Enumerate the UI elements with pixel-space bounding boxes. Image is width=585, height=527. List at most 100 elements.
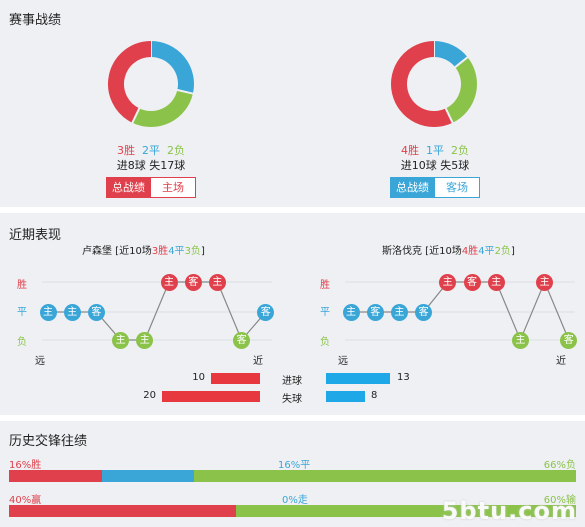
right-match-marker[interactable]: 主	[390, 303, 408, 321]
left-recent-header: 卢森堡 [近10场3胜4平3负]	[82, 242, 205, 257]
left-axis-draw: 平	[17, 307, 27, 318]
right-match-marker[interactable]: 客	[463, 273, 481, 291]
watermark-logo: 5btu.com	[441, 497, 577, 525]
left-match-marker[interactable]: 客	[184, 273, 202, 291]
right-goals-against-value: 8	[371, 390, 378, 401]
goals-for-label: 进球	[282, 376, 302, 387]
left-donut-separator	[176, 88, 195, 95]
left-record-donut	[108, 40, 195, 127]
right-axis-draw: 平	[320, 307, 330, 318]
left-goals: 进8球 失17球	[116, 159, 186, 172]
right-match-marker[interactable]: 主	[439, 273, 457, 291]
left-axis-loss: 负	[17, 337, 27, 348]
right-goals: 进10球 失5球	[400, 159, 470, 172]
right-losses: 2负	[451, 144, 469, 157]
recent-section: 近期表现 卢森堡 [近10场3胜4平3负] 斯洛伐克 [近10场4胜4平2负] …	[0, 213, 585, 415]
right-match-marker[interactable]: 客	[366, 303, 384, 321]
right-total-record-button[interactable]: 总战绩	[390, 177, 435, 198]
right-match-marker[interactable]: 主	[536, 273, 554, 291]
right-axis-win: 胜	[320, 280, 330, 291]
left-match-marker[interactable]: 主	[112, 331, 130, 349]
right-draws: 1平	[426, 144, 444, 157]
left-goals-for-bar	[211, 373, 260, 384]
history-row2-right: 60%输	[543, 495, 576, 506]
right-match-marker[interactable]: 主	[511, 331, 529, 349]
right-form-line	[351, 280, 570, 342]
history-row1-mid: 16%平	[278, 460, 311, 471]
right-axis-far: 远	[338, 356, 348, 367]
history-row1-win-bar	[9, 470, 102, 482]
right-match-marker[interactable]: 主	[487, 273, 505, 291]
right-match-marker[interactable]: 主	[342, 303, 360, 321]
right-axis-loss: 负	[320, 337, 330, 348]
record-section: 赛事战绩 3胜 2平 2负 进8球 失17球 总战绩 主场 4胜 1平 2负 进…	[0, 0, 585, 207]
right-recent-suffix: ]	[510, 246, 515, 257]
record-title: 赛事战绩	[9, 13, 62, 28]
left-donut-wins-slice	[108, 41, 152, 123]
right-team-name: 斯洛伐克	[382, 246, 422, 257]
right-recent-wins: 4胜	[461, 246, 479, 257]
right-donut-losses-slice	[445, 57, 477, 123]
left-recent-draws: 4平	[168, 246, 185, 257]
left-match-marker[interactable]: 客	[87, 303, 105, 321]
left-donut-separator	[131, 106, 141, 125]
right-recent-prefix: [近10场	[422, 246, 462, 257]
right-match-marker[interactable]: 客	[415, 303, 433, 321]
history-row2-win-bar	[9, 505, 236, 517]
right-recent-losses: 2负	[494, 246, 511, 257]
left-donut-losses-slice	[132, 89, 193, 127]
history-row2-mid: 0%走	[282, 495, 308, 506]
right-goals-for-bar	[326, 373, 390, 384]
right-goals-for-value: 13	[397, 372, 410, 383]
right-donut-separator	[444, 106, 454, 125]
right-axis-near: 近	[556, 356, 566, 367]
history-row2-left: 40%赢	[9, 495, 42, 506]
left-losses: 2负	[167, 144, 185, 157]
left-match-marker[interactable]: 客	[233, 331, 251, 349]
left-goals-for-value: 10	[192, 372, 205, 383]
left-axis-near: 近	[253, 356, 263, 367]
left-goals-against-bar	[162, 391, 260, 402]
history-row1-loss-bar	[194, 470, 576, 482]
left-recent-losses: 3负	[184, 246, 201, 257]
left-donut-draws-slice	[150, 41, 194, 94]
right-wins: 4胜	[401, 144, 419, 157]
left-recent-prefix: [近10场	[112, 246, 152, 257]
left-recent-suffix: ]	[200, 246, 205, 257]
goals-against-label: 失球	[282, 394, 302, 405]
right-away-button[interactable]: 客场	[434, 177, 480, 198]
right-donut-wins-slice	[391, 41, 453, 127]
right-match-marker[interactable]: 客	[560, 331, 578, 349]
left-match-marker[interactable]: 主	[208, 273, 226, 291]
left-total-record-button[interactable]: 总战绩	[106, 177, 151, 198]
left-recent-wins: 3胜	[151, 246, 169, 257]
history-row1-left: 16%胜	[9, 460, 42, 471]
left-match-marker[interactable]: 主	[39, 303, 57, 321]
history-row1-draw-bar	[101, 470, 195, 482]
left-record-summary: 3胜 2平 2负	[90, 142, 212, 158]
right-recent-draws: 4平	[478, 246, 495, 257]
left-axis-win: 胜	[17, 280, 27, 291]
left-match-marker[interactable]: 主	[136, 331, 154, 349]
left-match-marker[interactable]: 客	[257, 303, 275, 321]
left-match-marker[interactable]: 主	[63, 303, 81, 321]
history-section: 历史交锋往绩 16%胜 16%平 66%负 40%赢 0%走 60%输 5btu…	[0, 421, 585, 527]
right-recent-header: 斯洛伐克 [近10场4胜4平2负]	[382, 242, 515, 257]
left-home-button[interactable]: 主场	[150, 177, 196, 198]
left-match-marker[interactable]: 主	[160, 273, 178, 291]
left-draws: 2平	[142, 144, 160, 157]
right-donut-draws-slice	[433, 41, 468, 68]
right-record-donut	[391, 40, 477, 127]
left-goals-against-value: 20	[143, 390, 156, 401]
left-team-name: 卢森堡	[82, 246, 112, 257]
history-row2-loss-bar	[235, 505, 576, 517]
right-form-chart: 胜 平 负 远 近 主客主客主客主主主客	[300, 263, 585, 367]
recent-title: 近期表现	[9, 228, 62, 243]
right-donut-separator	[453, 55, 470, 69]
history-title: 历史交锋往绩	[9, 434, 88, 449]
right-goals-against-bar	[326, 391, 365, 402]
left-form-chart: 胜 平 负 远 近 主主客主主主客主客客	[0, 263, 292, 367]
right-record-summary: 4胜 1平 2负	[374, 142, 496, 158]
left-axis-far: 远	[35, 356, 45, 367]
left-form-line	[48, 281, 267, 342]
